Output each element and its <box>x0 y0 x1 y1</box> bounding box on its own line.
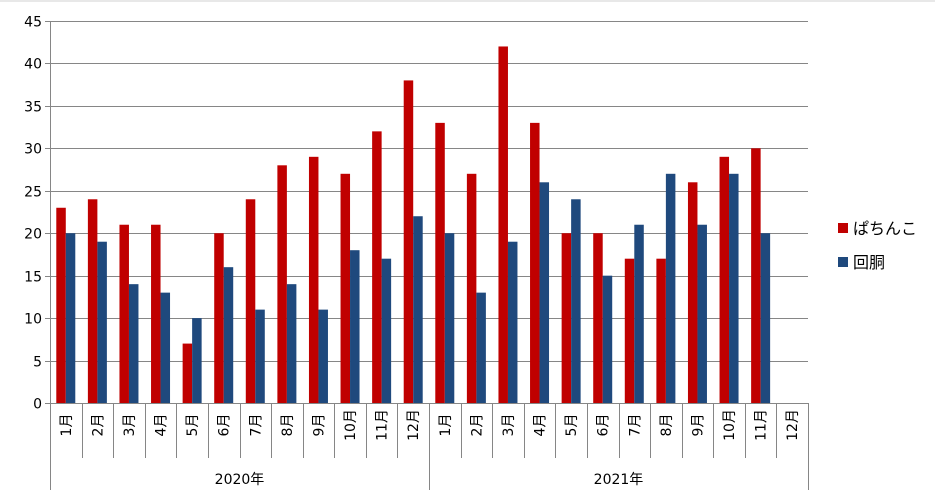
y-tick-label: 35 <box>24 100 42 116</box>
x-month-label: 7月 <box>248 414 264 437</box>
bar-kaido <box>760 233 771 403</box>
bar-kaido <box>223 267 234 403</box>
x-month-label: 8月 <box>659 414 675 437</box>
bar-pachinko <box>214 233 224 403</box>
x-month-label: 4月 <box>154 414 170 437</box>
y-tick-label: 5 <box>33 355 42 371</box>
bar-kaido <box>350 250 360 403</box>
x-month-label: 4月 <box>533 414 549 437</box>
bar-pachinko <box>687 182 698 403</box>
legend-label: ぱちんこ <box>853 219 917 238</box>
bar-pachinko <box>561 233 572 403</box>
bar-kaido <box>381 258 392 403</box>
bar-kaido <box>192 318 202 403</box>
x-month-label: 7月 <box>627 414 643 437</box>
x-month-label: 11月 <box>754 409 770 441</box>
bar-pachinko <box>277 165 287 403</box>
x-month-label: 3月 <box>501 414 517 437</box>
bar-kaido <box>539 182 550 403</box>
x-month-label: 9月 <box>311 414 327 437</box>
legend-swatch <box>838 223 848 233</box>
x-month-label: 10月 <box>343 409 359 441</box>
bar-pachinko <box>593 233 603 403</box>
x-month-label: 5月 <box>564 414 580 437</box>
legend-swatch <box>838 257 848 267</box>
bar-kaido <box>160 292 171 403</box>
x-month-label: 6月 <box>217 414 233 437</box>
x-month-label: 11月 <box>375 409 391 441</box>
bar-pachinko <box>87 199 98 403</box>
x-month-label: 10月 <box>722 409 738 441</box>
bar-pachinko <box>372 131 382 404</box>
y-tick-label: 25 <box>24 185 42 201</box>
bar-kaido <box>602 275 613 403</box>
y-tick-label: 40 <box>24 57 42 73</box>
x-month-label: 3月 <box>122 414 138 437</box>
bar-pachinko <box>656 258 666 403</box>
bar-pachinko <box>308 156 319 403</box>
y-tick-label: 10 <box>24 312 42 328</box>
bar-pachinko <box>340 173 351 403</box>
y-tick-label: 45 <box>24 15 42 31</box>
x-month-label: 5月 <box>185 414 201 437</box>
x-month-label: 1月 <box>59 414 75 437</box>
x-group-label: 2020年 <box>215 472 265 488</box>
bar-kaido <box>476 292 486 403</box>
y-tick-label: 15 <box>24 270 42 286</box>
bar-kaido <box>413 216 423 403</box>
bar-kaido <box>697 224 707 403</box>
bar-kaido <box>507 241 518 403</box>
bar-kaido <box>65 233 76 403</box>
x-month-label: 2月 <box>90 414 106 437</box>
bar-pachinko <box>182 343 193 403</box>
x-month-label: 9月 <box>690 414 706 437</box>
x-month-label: 1月 <box>438 414 454 437</box>
bar-kaido <box>634 224 644 403</box>
y-tick-label: 30 <box>24 142 42 158</box>
bar-kaido <box>97 241 107 403</box>
bar-pachinko <box>403 80 414 404</box>
bar-kaido <box>286 284 297 403</box>
bar-pachinko <box>498 46 508 403</box>
bar-kaido <box>571 199 581 403</box>
x-group-label: 2021年 <box>594 472 644 488</box>
x-month-label: 12月 <box>785 409 801 441</box>
bar-kaido <box>318 309 328 403</box>
axes: 0 5 10 15 20 25 30 35 40 45 1月 2月 3月 4月 5月 6月 7月 8月 9月 10月 1… <box>24 15 809 490</box>
bar-pachinko <box>435 122 445 404</box>
bar-pachinko <box>624 258 635 403</box>
bar-pachinko <box>151 224 161 403</box>
bar-kaido <box>444 233 455 403</box>
y-tick-label: 20 <box>24 227 42 243</box>
x-month-label: 12月 <box>406 409 422 441</box>
bar-pachinko <box>751 148 761 403</box>
bar-pachinko <box>119 224 129 403</box>
bar-pachinko <box>466 173 477 403</box>
bar-pachinko <box>245 199 256 403</box>
x-month-label: 2月 <box>469 414 485 437</box>
bar-kaido <box>665 173 676 403</box>
bar-pachinko <box>719 156 730 403</box>
bar-pachinko <box>530 122 540 404</box>
x-month-label: 8月 <box>280 414 296 437</box>
bar-kaido <box>255 309 265 403</box>
y-tick-label: 0 <box>33 397 42 413</box>
bars <box>56 46 771 404</box>
bar-pachinko <box>56 207 66 403</box>
x-month-label: 6月 <box>596 414 612 437</box>
bar-kaido <box>128 284 139 403</box>
legend-label: 回胴 <box>853 253 885 272</box>
bar-kaido <box>729 173 739 403</box>
